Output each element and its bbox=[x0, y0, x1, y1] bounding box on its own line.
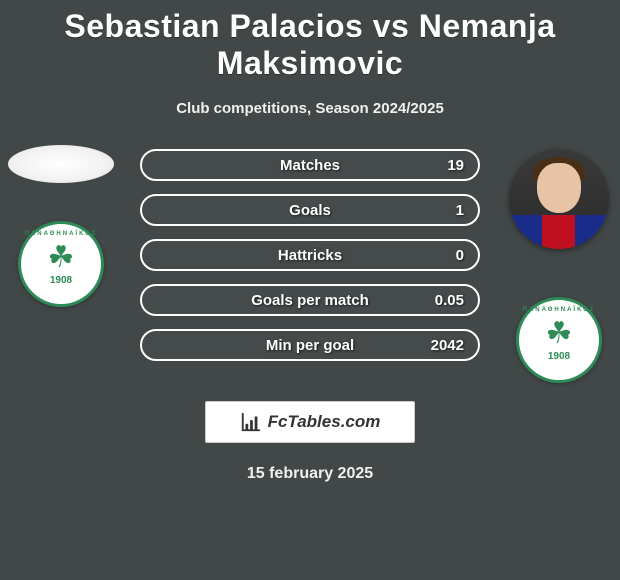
left-column: ΠΑΝΑΘΗΝΑΪΚΟΣ ☘ 1908 bbox=[6, 149, 116, 307]
club-year: 1908 bbox=[50, 275, 72, 286]
stat-right-value: 2042 bbox=[404, 337, 464, 354]
watermark-badge: FcTables.com bbox=[205, 401, 415, 443]
date: 15 february 2025 bbox=[0, 465, 620, 483]
stat-row: Matches 19 bbox=[140, 149, 480, 181]
shamrock-icon: ☘ bbox=[48, 243, 75, 273]
subtitle: Club competitions, Season 2024/2025 bbox=[0, 100, 620, 117]
player1-avatar-placeholder bbox=[8, 145, 114, 183]
bar-chart-icon bbox=[240, 411, 262, 433]
stat-right-value: 1 bbox=[404, 202, 464, 219]
stat-right-value: 0.05 bbox=[404, 292, 464, 309]
stat-row: Hattricks 0 bbox=[140, 239, 480, 271]
player2-photo bbox=[509, 149, 609, 249]
watermark-text: FcTables.com bbox=[268, 412, 381, 432]
club-name-arc: ΠΑΝΑΘΗΝΑΪΚΟΣ bbox=[519, 307, 599, 313]
club-name-arc: ΠΑΝΑΘΗΝΑΪΚΟΣ bbox=[21, 231, 101, 237]
right-column: ΠΑΝΑΘΗΝΑΪΚΟΣ ☘ 1908 bbox=[504, 149, 614, 383]
jersey-icon bbox=[509, 215, 609, 249]
stat-row: Min per goal 2042 bbox=[140, 329, 480, 361]
stat-label: Hattricks bbox=[216, 247, 404, 264]
shamrock-icon: ☘ bbox=[546, 319, 573, 349]
stat-right-value: 19 bbox=[404, 157, 464, 174]
club-year: 1908 bbox=[548, 351, 570, 362]
comparison-area: ΠΑΝΑΘΗΝΑΪΚΟΣ ☘ 1908 Matches 19 Goals 1 H… bbox=[0, 149, 620, 379]
player2-club-badge: ΠΑΝΑΘΗΝΑΪΚΟΣ ☘ 1908 bbox=[516, 297, 602, 383]
stat-label: Matches bbox=[216, 157, 404, 174]
stat-label: Goals bbox=[216, 202, 404, 219]
stat-row: Goals 1 bbox=[140, 194, 480, 226]
head-icon bbox=[537, 163, 581, 213]
stat-label: Min per goal bbox=[216, 337, 404, 354]
stat-row: Goals per match 0.05 bbox=[140, 284, 480, 316]
stat-right-value: 0 bbox=[404, 247, 464, 264]
stat-label: Goals per match bbox=[216, 292, 404, 309]
player1-club-badge: ΠΑΝΑΘΗΝΑΪΚΟΣ ☘ 1908 bbox=[18, 221, 104, 307]
page-title: Sebastian Palacios vs Nemanja Maksimovic bbox=[0, 0, 620, 82]
stats-list: Matches 19 Goals 1 Hattricks 0 Goals per… bbox=[140, 149, 480, 361]
